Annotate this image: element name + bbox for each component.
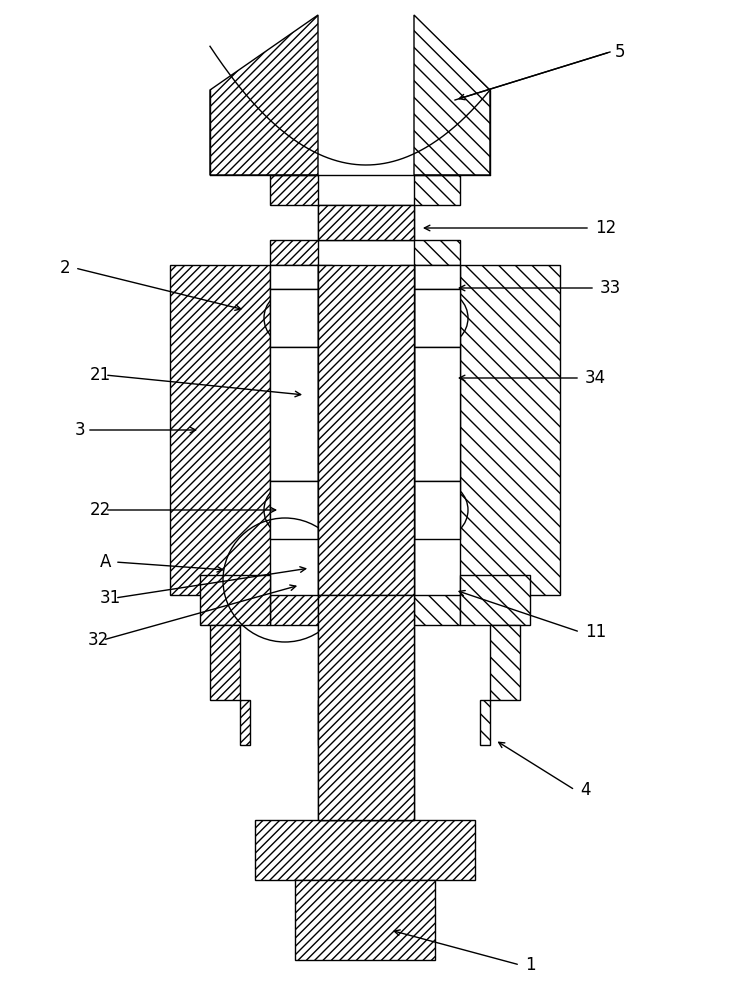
Polygon shape xyxy=(200,575,270,625)
Text: 34: 34 xyxy=(585,369,606,387)
Text: 4: 4 xyxy=(580,781,591,799)
Polygon shape xyxy=(414,175,460,205)
Polygon shape xyxy=(170,265,270,595)
Polygon shape xyxy=(460,265,560,595)
Polygon shape xyxy=(414,240,460,265)
Text: A: A xyxy=(100,553,111,571)
Polygon shape xyxy=(480,700,490,745)
Polygon shape xyxy=(318,625,414,700)
Text: 21: 21 xyxy=(90,366,111,384)
Polygon shape xyxy=(414,15,490,175)
Text: 12: 12 xyxy=(595,219,616,237)
Polygon shape xyxy=(318,595,414,820)
Polygon shape xyxy=(295,880,435,960)
Polygon shape xyxy=(318,265,414,595)
Polygon shape xyxy=(414,481,460,539)
Text: 33: 33 xyxy=(600,279,621,297)
Polygon shape xyxy=(414,265,460,289)
Polygon shape xyxy=(490,625,520,700)
Polygon shape xyxy=(270,481,318,539)
Text: 3: 3 xyxy=(75,421,86,439)
Polygon shape xyxy=(318,205,414,240)
Polygon shape xyxy=(318,205,414,240)
Polygon shape xyxy=(270,347,318,481)
Polygon shape xyxy=(255,820,475,880)
Text: 32: 32 xyxy=(88,631,109,649)
Polygon shape xyxy=(414,595,460,625)
Polygon shape xyxy=(460,575,530,625)
Polygon shape xyxy=(210,625,240,700)
Polygon shape xyxy=(270,289,318,347)
Polygon shape xyxy=(318,700,414,820)
Polygon shape xyxy=(270,240,318,265)
Polygon shape xyxy=(400,265,414,595)
Polygon shape xyxy=(240,700,250,745)
Polygon shape xyxy=(210,15,318,175)
Text: 31: 31 xyxy=(100,589,121,607)
Polygon shape xyxy=(318,700,414,745)
Polygon shape xyxy=(318,265,332,595)
Polygon shape xyxy=(270,595,318,625)
Polygon shape xyxy=(414,347,460,481)
Polygon shape xyxy=(414,289,460,347)
Text: 1: 1 xyxy=(525,956,536,974)
Text: 2: 2 xyxy=(60,259,71,277)
Polygon shape xyxy=(270,265,318,289)
Polygon shape xyxy=(270,175,318,205)
Text: 22: 22 xyxy=(90,501,111,519)
Text: 11: 11 xyxy=(585,623,606,641)
Text: 5: 5 xyxy=(615,43,626,61)
